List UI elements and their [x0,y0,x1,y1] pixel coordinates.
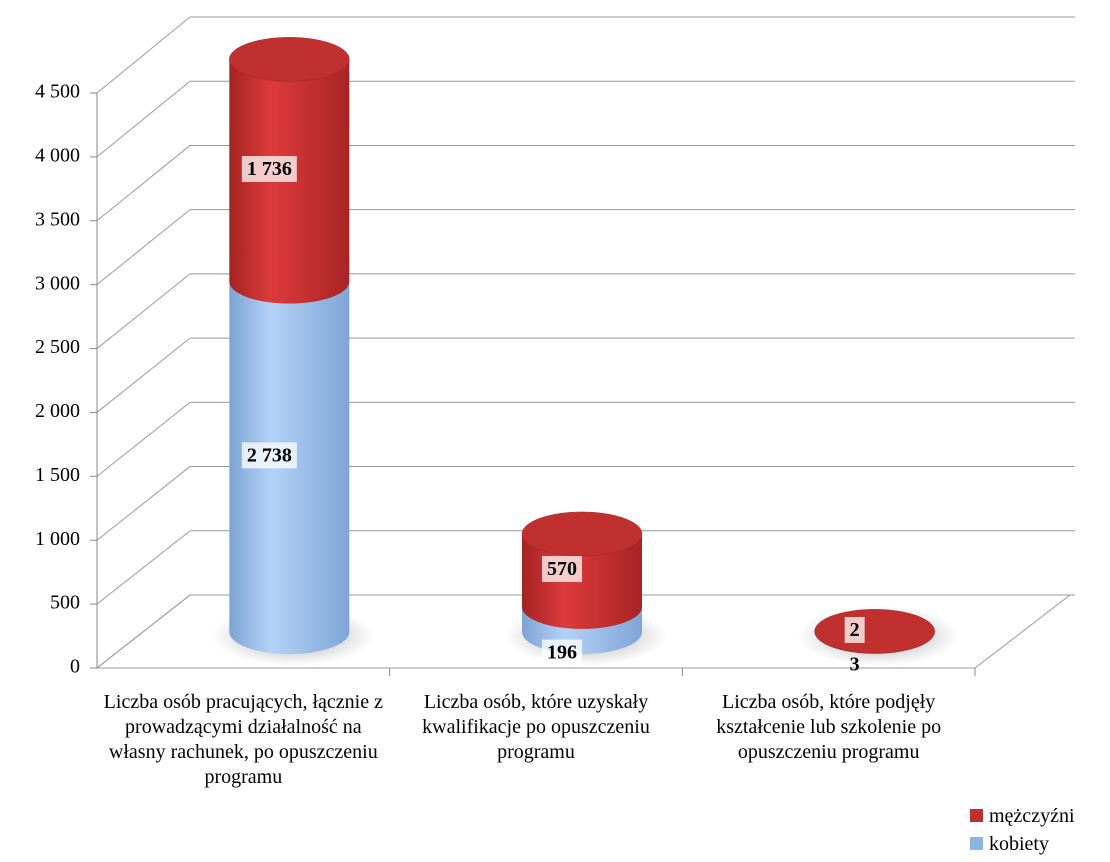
grid-line [96,16,191,94]
data-label-bg [241,442,297,469]
y-tick-label: 500 [50,592,80,614]
x-tick-label: Liczba osób, które podjęły kształcenie l… [716,691,942,763]
data-label: 1 736 [247,158,292,180]
grid-line [96,530,191,605]
data-label: 2 [850,619,860,641]
data-label: 570 [547,558,577,580]
y-tick-label: 2 000 [35,400,80,422]
grid-line [96,273,191,349]
cylinder-top [229,37,350,82]
cylinder-top [521,511,643,557]
y-tick-label: 4 000 [35,144,80,166]
grid-line [96,145,191,222]
legend-swatch [970,837,983,850]
grid-line [96,401,191,477]
legend-swatch [970,809,983,822]
data-label-bg [542,556,582,583]
data-label: 196 [547,642,577,664]
grid-line [96,337,191,413]
data-label-bg [241,156,297,183]
x-tick-label: Liczba osób pracujących, łącznie z prowa… [103,691,383,788]
y-tick-label: 4 500 [35,81,80,103]
y-tick-label: 1 000 [35,528,80,550]
data-label: 2 738 [247,444,292,466]
y-tick-label: 0 [70,656,80,678]
grid-line [96,80,191,158]
cylinder-top [814,609,935,654]
x-tick-label: Liczba osób, które uzyskały kwalifikacje… [422,691,650,763]
data-label: 3 [850,654,860,676]
y-tick-label: 1 500 [35,464,80,486]
y-tick-label: 3 500 [35,208,80,230]
legend-entry: kobiety [970,833,1050,856]
grid-line [96,209,191,286]
legend-label: kobiety [989,833,1049,855]
data-label-bg [844,616,865,643]
legend-label: mężczyźni [989,805,1075,827]
legend-entry: mężczyźni [970,805,1076,828]
grid-line [96,466,191,541]
y-tick-label: 2 500 [35,336,80,358]
data-label-bg [542,639,582,666]
y-tick-label: 3 000 [35,272,80,294]
